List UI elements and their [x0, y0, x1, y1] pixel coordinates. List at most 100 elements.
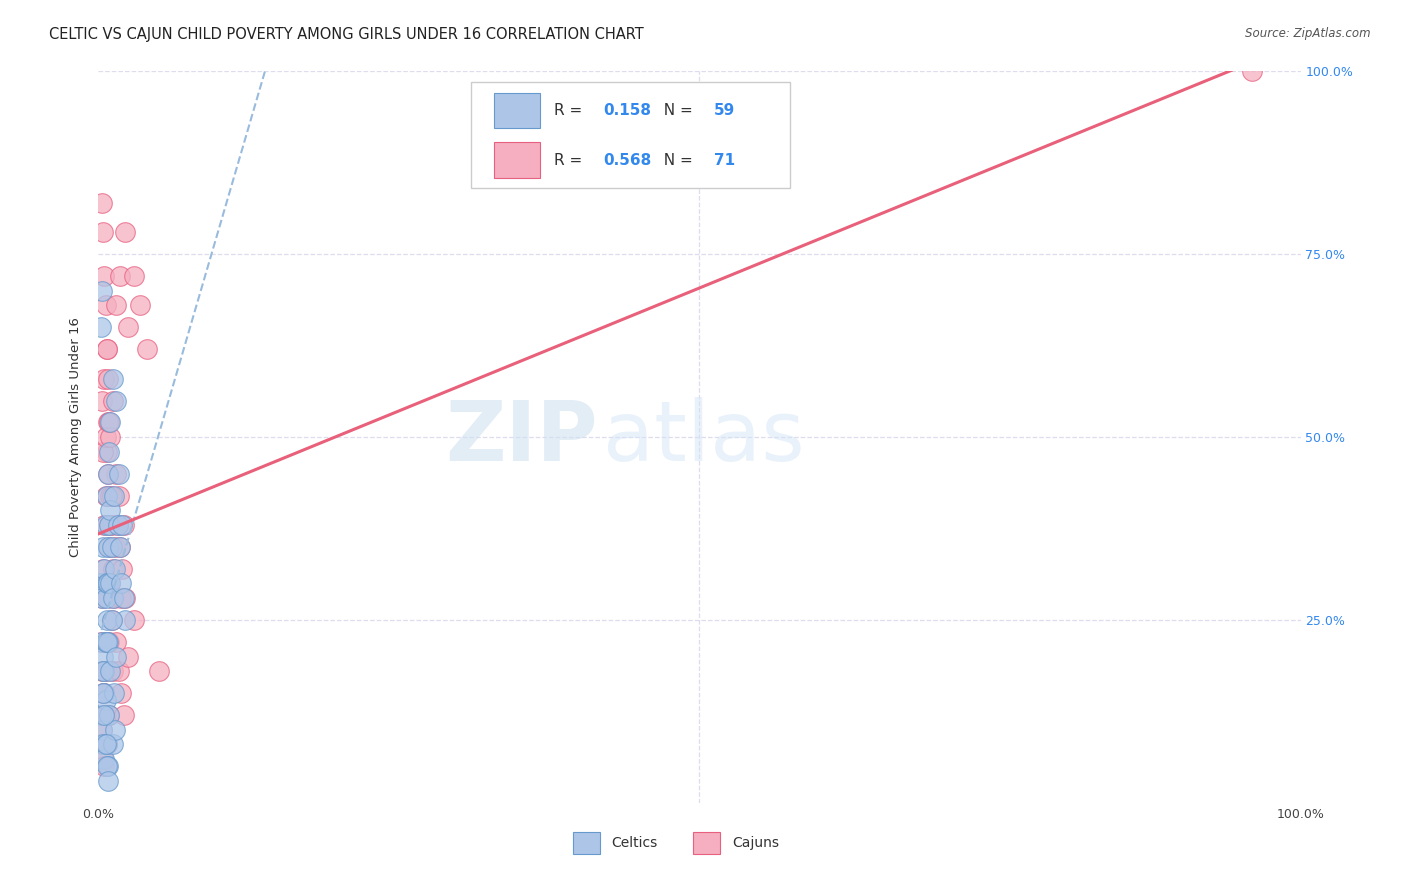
- Point: [96, 613, 118, 627]
- Point: [91, 723, 114, 737]
- Point: [93, 752, 115, 766]
- Point: [97, 371, 120, 385]
- Point: [96, 343, 118, 357]
- Point: [97, 467, 120, 481]
- Text: 71: 71: [714, 153, 735, 168]
- Point: [98, 517, 121, 532]
- Point: [94, 737, 117, 751]
- Point: [98, 444, 121, 458]
- Point: [97, 416, 120, 430]
- Point: [97, 540, 120, 554]
- Point: [100, 613, 122, 627]
- Point: [100, 430, 122, 444]
- Point: [100, 613, 122, 627]
- Point: [93, 517, 115, 532]
- Point: [100, 503, 122, 517]
- Point: [91, 635, 114, 649]
- Point: [94, 517, 117, 532]
- Point: [114, 225, 136, 239]
- Point: [108, 269, 131, 284]
- Point: [112, 591, 135, 605]
- Point: [100, 664, 122, 678]
- Point: [97, 467, 120, 481]
- Point: [93, 686, 115, 700]
- Point: [101, 393, 124, 408]
- Text: Cajuns: Cajuns: [733, 836, 779, 850]
- Point: [105, 467, 128, 481]
- Point: [96, 664, 118, 678]
- Point: [94, 430, 117, 444]
- Point: [101, 664, 124, 678]
- Text: atlas: atlas: [603, 397, 806, 477]
- Point: [98, 708, 121, 723]
- Point: [108, 664, 131, 678]
- Point: [112, 517, 135, 532]
- Point: [101, 371, 124, 385]
- Point: [129, 298, 152, 312]
- Text: N =: N =: [654, 153, 697, 168]
- Point: [111, 517, 134, 532]
- Text: Source: ZipAtlas.com: Source: ZipAtlas.com: [1246, 27, 1371, 40]
- Point: [105, 649, 128, 664]
- Point: [97, 773, 120, 788]
- Point: [111, 562, 134, 576]
- Point: [108, 467, 131, 481]
- Point: [100, 416, 122, 430]
- Point: [135, 343, 157, 357]
- FancyBboxPatch shape: [574, 832, 600, 854]
- Point: [98, 540, 121, 554]
- Point: [96, 343, 118, 357]
- Point: [124, 269, 146, 284]
- Point: [91, 225, 114, 239]
- Point: [110, 686, 132, 700]
- Point: [96, 759, 118, 773]
- Point: [101, 737, 124, 751]
- Point: [100, 489, 122, 503]
- Point: [93, 371, 115, 385]
- Point: [117, 320, 139, 334]
- Point: [96, 489, 118, 503]
- Point: [91, 540, 114, 554]
- Point: [91, 284, 114, 298]
- Point: [91, 444, 114, 458]
- Point: [91, 723, 114, 737]
- Point: [108, 540, 131, 554]
- Point: [94, 298, 117, 312]
- Y-axis label: Child Poverty Among Girls Under 16: Child Poverty Among Girls Under 16: [69, 318, 83, 557]
- Point: [91, 737, 114, 751]
- FancyBboxPatch shape: [693, 832, 720, 854]
- Point: [103, 686, 125, 700]
- Point: [97, 635, 120, 649]
- Point: [100, 517, 122, 532]
- Point: [105, 635, 128, 649]
- Point: [103, 489, 125, 503]
- Point: [96, 635, 118, 649]
- Point: [100, 576, 122, 591]
- Point: [104, 562, 127, 576]
- Point: [93, 708, 115, 723]
- Point: [93, 269, 115, 284]
- Point: [104, 540, 127, 554]
- Point: [100, 576, 122, 591]
- Point: [93, 708, 115, 723]
- Point: [91, 686, 114, 700]
- Point: [90, 635, 112, 649]
- Text: 0.568: 0.568: [603, 153, 651, 168]
- Point: [96, 737, 118, 751]
- Point: [96, 576, 118, 591]
- Point: [91, 664, 114, 678]
- Point: [91, 664, 114, 678]
- Text: Celtics: Celtics: [612, 836, 658, 850]
- Point: [91, 393, 114, 408]
- Point: [94, 693, 117, 707]
- Point: [101, 562, 124, 576]
- Point: [90, 320, 112, 334]
- Point: [105, 393, 128, 408]
- Point: [107, 517, 129, 532]
- Point: [114, 591, 136, 605]
- Point: [91, 591, 114, 605]
- Point: [94, 708, 117, 723]
- Point: [105, 298, 128, 312]
- Point: [112, 708, 135, 723]
- Point: [148, 664, 170, 678]
